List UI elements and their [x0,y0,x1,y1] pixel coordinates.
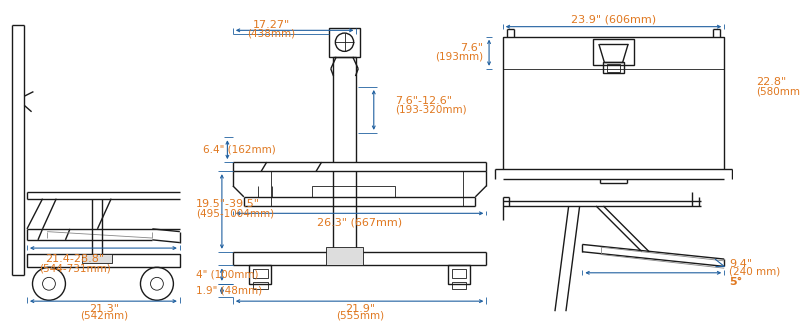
Bar [451,269,466,278]
Text: 7.6": 7.6" [461,43,483,53]
Text: 21.3": 21.3" [89,305,119,314]
Bar [594,40,634,65]
Text: 21.9": 21.9" [345,305,375,314]
Text: (580mm): (580mm) [756,87,800,96]
Bar [448,265,470,284]
Text: 4" (100mm): 4" (100mm) [196,270,258,280]
Text: 26.3" (667mm): 26.3" (667mm) [318,217,402,227]
Bar [253,269,268,278]
Bar [326,247,363,265]
Text: (240 mm): (240 mm) [729,267,780,277]
Text: (542mm): (542mm) [80,311,128,321]
Bar [27,254,180,267]
Text: 17.27": 17.27" [253,20,290,30]
Text: (544-731mm): (544-731mm) [38,263,110,273]
Bar [502,37,724,69]
Text: 5°: 5° [729,277,742,287]
Bar [502,37,724,170]
Bar [451,282,466,289]
Bar [253,282,268,289]
Bar [607,64,620,71]
Bar [82,254,112,263]
Text: 9.4": 9.4" [729,259,752,269]
Text: 6.4" (162mm): 6.4" (162mm) [202,144,275,154]
Text: (193mm): (193mm) [435,52,483,62]
Text: 23.9" (606mm): 23.9" (606mm) [571,14,656,24]
Text: 21.4-28.8": 21.4-28.8" [45,254,104,264]
Text: 19.5"-39.5": 19.5"-39.5" [196,199,260,209]
Bar [602,62,625,73]
Text: 22.8": 22.8" [756,77,786,87]
Bar [250,265,271,284]
Bar [329,27,360,57]
Text: (193-320mm): (193-320mm) [395,105,466,115]
Bar [313,186,395,197]
Text: 7.6"-12.6": 7.6"-12.6" [395,96,452,106]
Text: (555mm): (555mm) [336,311,384,321]
Text: 1.9" (48mm): 1.9" (48mm) [196,285,262,295]
Text: (495-1004mm): (495-1004mm) [196,208,274,218]
Text: (438mm): (438mm) [247,29,295,39]
